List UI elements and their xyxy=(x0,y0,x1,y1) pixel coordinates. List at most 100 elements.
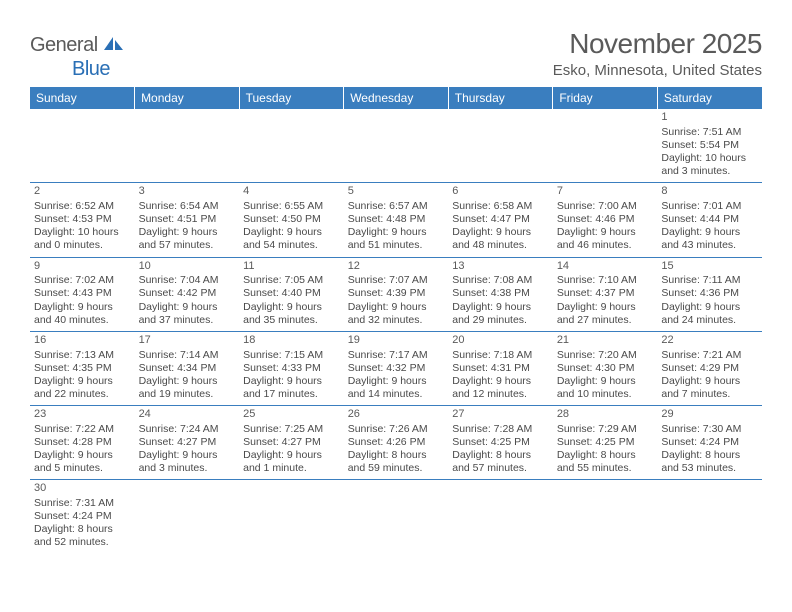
day-daylight1: Daylight: 9 hours xyxy=(661,226,758,239)
day-daylight1: Daylight: 9 hours xyxy=(139,226,236,239)
day-sunrise: Sunrise: 7:20 AM xyxy=(557,349,654,362)
day-sunset: Sunset: 4:43 PM xyxy=(34,287,131,300)
calendar-cell: 15Sunrise: 7:11 AMSunset: 4:36 PMDayligh… xyxy=(657,257,762,331)
calendar-cell: 2Sunrise: 6:52 AMSunset: 4:53 PMDaylight… xyxy=(30,183,135,257)
calendar-cell xyxy=(135,109,240,183)
day-daylight1: Daylight: 9 hours xyxy=(557,301,654,314)
day-sunset: Sunset: 4:27 PM xyxy=(139,436,236,449)
day-sunrise: Sunrise: 6:54 AM xyxy=(139,200,236,213)
title-block: November 2025 Esko, Minnesota, United St… xyxy=(553,28,762,79)
day-daylight2: and 53 minutes. xyxy=(661,462,758,475)
day-daylight2: and 24 minutes. xyxy=(661,314,758,327)
day-daylight1: Daylight: 9 hours xyxy=(243,226,340,239)
day-daylight1: Daylight: 9 hours xyxy=(34,375,131,388)
calendar-week: 23Sunrise: 7:22 AMSunset: 4:28 PMDayligh… xyxy=(30,406,762,480)
day-daylight2: and 51 minutes. xyxy=(348,239,445,252)
calendar-cell: 3Sunrise: 6:54 AMSunset: 4:51 PMDaylight… xyxy=(135,183,240,257)
day-daylight2: and 27 minutes. xyxy=(557,314,654,327)
calendar-cell: 24Sunrise: 7:24 AMSunset: 4:27 PMDayligh… xyxy=(135,406,240,480)
day-daylight1: Daylight: 9 hours xyxy=(139,301,236,314)
day-number: 18 xyxy=(243,334,340,348)
day-daylight2: and 57 minutes. xyxy=(139,239,236,252)
day-sunrise: Sunrise: 7:25 AM xyxy=(243,423,340,436)
day-sunset: Sunset: 4:38 PM xyxy=(452,287,549,300)
calendar-cell: 25Sunrise: 7:25 AMSunset: 4:27 PMDayligh… xyxy=(239,406,344,480)
day-daylight1: Daylight: 9 hours xyxy=(557,375,654,388)
day-daylight1: Daylight: 9 hours xyxy=(139,449,236,462)
day-header: Friday xyxy=(553,87,658,109)
day-sunset: Sunset: 4:37 PM xyxy=(557,287,654,300)
day-number: 6 xyxy=(452,185,549,199)
day-sunrise: Sunrise: 7:01 AM xyxy=(661,200,758,213)
day-daylight1: Daylight: 9 hours xyxy=(348,226,445,239)
day-number: 7 xyxy=(557,185,654,199)
logo-text-blue: Blue xyxy=(72,58,110,80)
day-sunrise: Sunrise: 6:55 AM xyxy=(243,200,340,213)
day-sunset: Sunset: 4:28 PM xyxy=(34,436,131,449)
day-sunset: Sunset: 4:26 PM xyxy=(348,436,445,449)
day-sunset: Sunset: 4:36 PM xyxy=(661,287,758,300)
calendar-week: 9Sunrise: 7:02 AMSunset: 4:43 PMDaylight… xyxy=(30,257,762,331)
day-number: 9 xyxy=(34,260,131,274)
day-sunrise: Sunrise: 7:21 AM xyxy=(661,349,758,362)
day-number: 2 xyxy=(34,185,131,199)
day-daylight2: and 48 minutes. xyxy=(452,239,549,252)
day-number: 25 xyxy=(243,408,340,422)
logo-stack: General Blue xyxy=(30,34,126,81)
day-daylight2: and 37 minutes. xyxy=(139,314,236,327)
day-sunrise: Sunrise: 7:13 AM xyxy=(34,349,131,362)
calendar-cell: 12Sunrise: 7:07 AMSunset: 4:39 PMDayligh… xyxy=(344,257,449,331)
day-number: 14 xyxy=(557,260,654,274)
day-header: Tuesday xyxy=(239,87,344,109)
calendar-cell: 10Sunrise: 7:04 AMSunset: 4:42 PMDayligh… xyxy=(135,257,240,331)
day-number: 3 xyxy=(139,185,236,199)
day-daylight1: Daylight: 9 hours xyxy=(243,301,340,314)
calendar-cell: 17Sunrise: 7:14 AMSunset: 4:34 PMDayligh… xyxy=(135,331,240,405)
day-daylight2: and 55 minutes. xyxy=(557,462,654,475)
day-number: 30 xyxy=(34,482,131,496)
calendar-cell xyxy=(344,109,449,183)
calendar-cell: 21Sunrise: 7:20 AMSunset: 4:30 PMDayligh… xyxy=(553,331,658,405)
day-sunset: Sunset: 4:27 PM xyxy=(243,436,340,449)
day-sunset: Sunset: 4:25 PM xyxy=(557,436,654,449)
calendar-table: SundayMondayTuesdayWednesdayThursdayFrid… xyxy=(30,87,762,554)
day-daylight1: Daylight: 9 hours xyxy=(348,375,445,388)
day-sunset: Sunset: 4:53 PM xyxy=(34,213,131,226)
day-daylight2: and 19 minutes. xyxy=(139,388,236,401)
day-number: 4 xyxy=(243,185,340,199)
day-daylight1: Daylight: 10 hours xyxy=(34,226,131,239)
day-daylight2: and 43 minutes. xyxy=(661,239,758,252)
day-number: 15 xyxy=(661,260,758,274)
day-daylight1: Daylight: 9 hours xyxy=(661,301,758,314)
day-sunset: Sunset: 4:48 PM xyxy=(348,213,445,226)
day-daylight1: Daylight: 9 hours xyxy=(34,449,131,462)
day-daylight1: Daylight: 9 hours xyxy=(661,375,758,388)
calendar-week: 1Sunrise: 7:51 AMSunset: 5:54 PMDaylight… xyxy=(30,109,762,183)
day-number: 16 xyxy=(34,334,131,348)
calendar-cell: 29Sunrise: 7:30 AMSunset: 4:24 PMDayligh… xyxy=(657,406,762,480)
day-number: 23 xyxy=(34,408,131,422)
calendar-cell: 30Sunrise: 7:31 AMSunset: 4:24 PMDayligh… xyxy=(30,480,135,554)
day-daylight2: and 12 minutes. xyxy=(452,388,549,401)
day-sunrise: Sunrise: 7:11 AM xyxy=(661,274,758,287)
day-sunrise: Sunrise: 7:31 AM xyxy=(34,497,131,510)
day-sunrise: Sunrise: 6:57 AM xyxy=(348,200,445,213)
day-number: 20 xyxy=(452,334,549,348)
day-sunrise: Sunrise: 7:08 AM xyxy=(452,274,549,287)
calendar-cell: 27Sunrise: 7:28 AMSunset: 4:25 PMDayligh… xyxy=(448,406,553,480)
day-daylight1: Daylight: 9 hours xyxy=(452,375,549,388)
calendar-cell: 23Sunrise: 7:22 AMSunset: 4:28 PMDayligh… xyxy=(30,406,135,480)
calendar-cell: 9Sunrise: 7:02 AMSunset: 4:43 PMDaylight… xyxy=(30,257,135,331)
day-daylight1: Daylight: 9 hours xyxy=(348,301,445,314)
day-sunset: Sunset: 4:32 PM xyxy=(348,362,445,375)
logo-text-general: General xyxy=(30,34,98,56)
day-sunrise: Sunrise: 7:14 AM xyxy=(139,349,236,362)
day-daylight2: and 32 minutes. xyxy=(348,314,445,327)
calendar-cell xyxy=(657,480,762,554)
day-sunset: Sunset: 4:34 PM xyxy=(139,362,236,375)
day-number: 27 xyxy=(452,408,549,422)
day-sunset: Sunset: 4:47 PM xyxy=(452,213,549,226)
day-sunrise: Sunrise: 7:22 AM xyxy=(34,423,131,436)
day-sunset: Sunset: 4:33 PM xyxy=(243,362,340,375)
calendar-cell: 28Sunrise: 7:29 AMSunset: 4:25 PMDayligh… xyxy=(553,406,658,480)
